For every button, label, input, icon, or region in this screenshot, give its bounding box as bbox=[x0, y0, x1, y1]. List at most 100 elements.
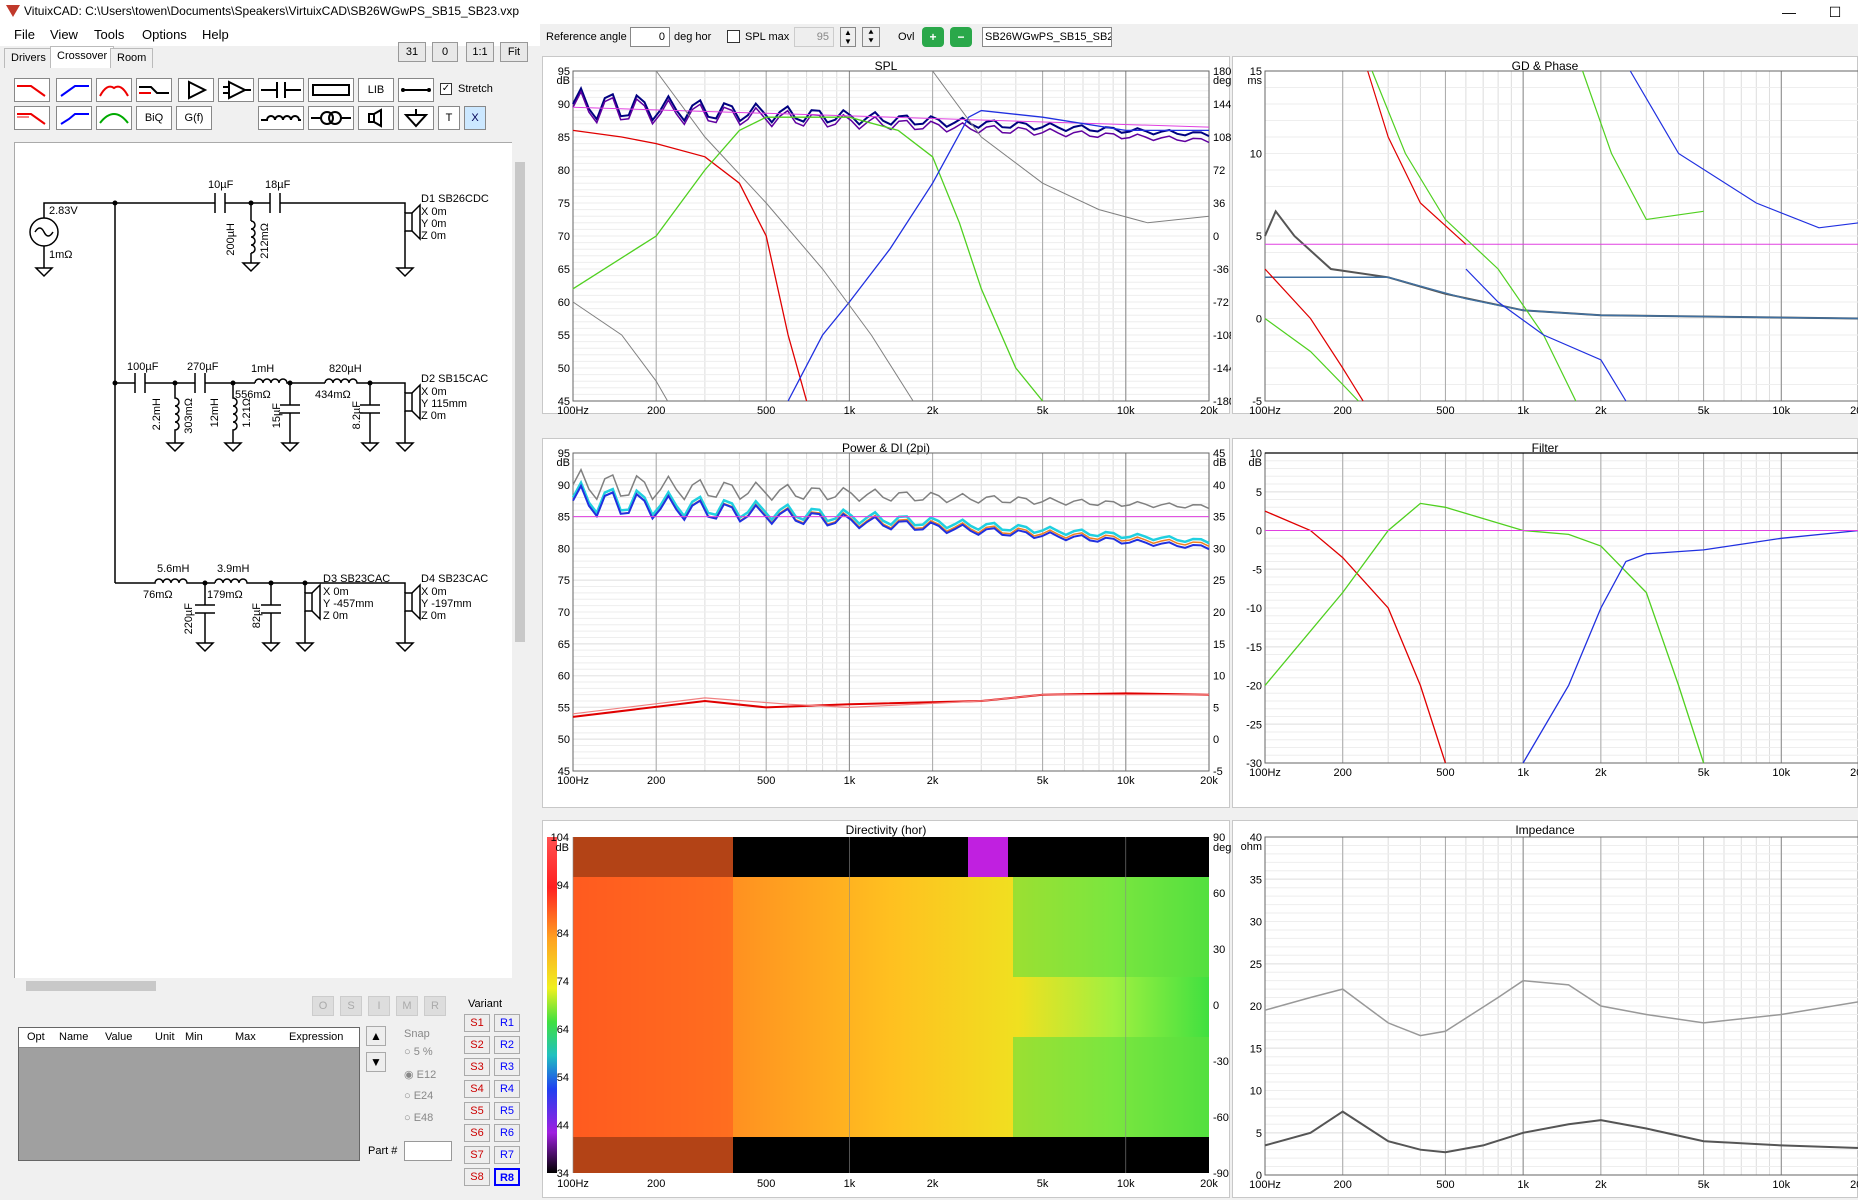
spl-target-line bbox=[572, 106, 1210, 128]
variant-r6-button[interactable]: R6 bbox=[494, 1124, 520, 1142]
driver-tool[interactable] bbox=[358, 106, 394, 130]
spl-max-step[interactable]: ⯅ ⯆ bbox=[862, 27, 880, 47]
col-opt[interactable]: Opt bbox=[27, 1031, 45, 1043]
move-down-button[interactable]: ▼ bbox=[366, 1052, 386, 1072]
buffer-tool[interactable] bbox=[178, 78, 214, 102]
optimizer-i-button[interactable]: I bbox=[368, 996, 390, 1016]
variant-r5-button[interactable]: R5 bbox=[494, 1102, 520, 1120]
variant-r3-button[interactable]: R3 bbox=[494, 1058, 520, 1076]
variant-s8-button[interactable]: S8 bbox=[464, 1168, 490, 1186]
variant-s7-button[interactable]: S7 bbox=[464, 1146, 490, 1164]
add-overlay-button[interactable]: + bbox=[922, 27, 944, 47]
col-name[interactable]: Name bbox=[59, 1031, 89, 1043]
impedance-panel[interactable]: Impedance 40 35 30 25 20 15 10 5 0 100Hz 200 500 1k 2… bbox=[1232, 820, 1858, 1198]
col-value[interactable]: Value bbox=[105, 1031, 133, 1043]
d2-resistance-a: 556mΩ bbox=[235, 389, 271, 401]
spl-max-spinner[interactable]: ▲ ▼ bbox=[840, 27, 856, 47]
variant-r1-button[interactable]: R1 bbox=[494, 1014, 520, 1032]
spl-y2-tick: 0 bbox=[1213, 231, 1219, 243]
maximize-button[interactable]: ☐ bbox=[1828, 4, 1842, 20]
variant-s2-button[interactable]: S2 bbox=[464, 1036, 490, 1054]
stretch-checkbox[interactable]: ✓ bbox=[440, 83, 452, 95]
menu-help[interactable]: Help bbox=[202, 27, 229, 42]
ground-tool[interactable] bbox=[398, 106, 434, 130]
tab-room[interactable]: Room bbox=[110, 48, 154, 68]
col-expression[interactable]: Expression bbox=[289, 1031, 344, 1043]
filt-y-tick: -5 bbox=[1252, 564, 1262, 576]
d2-inductor-b: 820µH bbox=[329, 363, 362, 375]
gd-y-tick: 5 bbox=[1256, 231, 1262, 243]
snap-e12-radio[interactable]: ◉ E12 bbox=[404, 1069, 437, 1081]
overlay-name-field[interactable]: SB26WGwPS_SB15_SB2 bbox=[982, 27, 1112, 47]
optimizer-m-button[interactable]: M bbox=[396, 996, 418, 1016]
gf-button[interactable]: G(f) bbox=[176, 106, 212, 130]
highpass-1-tool[interactable] bbox=[56, 78, 92, 102]
optimizer-o-button[interactable]: O bbox=[312, 996, 334, 1016]
spl-max-checkbox[interactable] bbox=[727, 30, 740, 43]
remove-overlay-button[interactable]: − bbox=[950, 27, 972, 47]
inductor-tool[interactable] bbox=[258, 106, 304, 130]
menu-file[interactable]: File bbox=[14, 27, 35, 42]
col-unit[interactable]: Unit bbox=[155, 1031, 175, 1043]
tab-crossover[interactable]: Crossover bbox=[50, 46, 115, 68]
library-button[interactable]: LIB bbox=[358, 78, 394, 102]
snap-e24-label: E24 bbox=[413, 1090, 434, 1102]
lowpass-1-tool[interactable] bbox=[14, 78, 50, 102]
highpass-2-tool[interactable] bbox=[56, 106, 92, 130]
variant-r4-button[interactable]: R4 bbox=[494, 1080, 520, 1098]
snap-5pct-radio[interactable]: ○ 5 % bbox=[404, 1046, 433, 1058]
variant-r8-button[interactable]: R8 bbox=[494, 1168, 520, 1186]
menu-options[interactable]: Options bbox=[142, 27, 187, 42]
spl-panel[interactable]: SPL 95 90 85 80 75 70 65 60 55 50 45 180 144 108 72 36 0… bbox=[542, 56, 1231, 415]
variant-s3-button[interactable]: S3 bbox=[464, 1058, 490, 1076]
gd-phase-panel[interactable]: GD & Phase 15 10 5 0 -5 100Hz 200 500 1k 2k 5k 10k 2… bbox=[1232, 56, 1858, 415]
col-min[interactable]: Min bbox=[185, 1031, 203, 1043]
col-max[interactable]: Max bbox=[235, 1031, 256, 1043]
dir-y2-tick: 90 bbox=[1213, 832, 1225, 844]
parameter-table[interactable]: Opt Name Value Unit Min Max Expression bbox=[18, 1027, 360, 1161]
allpass-tool[interactable] bbox=[96, 106, 132, 130]
schematic-vertical-scrollbar[interactable] bbox=[512, 142, 528, 980]
pow-x-tick: 5k bbox=[1037, 775, 1049, 787]
grid-31-button[interactable]: 31 bbox=[398, 42, 426, 62]
delete-tool[interactable]: X bbox=[464, 106, 486, 130]
power-di-panel[interactable]: Power & DI (2pi) 95 90 85 80 75 70 65 60 55 50 45 4… bbox=[542, 438, 1230, 808]
directivity-panel[interactable]: Directivity (hor) 104 94 84 74 64 54 44 34 90 60 3… bbox=[542, 820, 1231, 1198]
opamp-tool[interactable] bbox=[218, 78, 254, 102]
menu-tools[interactable]: Tools bbox=[94, 27, 125, 42]
notch-tool[interactable] bbox=[136, 78, 172, 102]
directivity-color-bar bbox=[547, 837, 557, 1173]
optimizer-s-button[interactable]: S bbox=[340, 996, 362, 1016]
snap-e24-radio[interactable]: ○ E24 bbox=[404, 1090, 434, 1102]
zero-button[interactable]: 0 bbox=[432, 42, 458, 62]
bandpass-1-tool[interactable] bbox=[96, 78, 132, 102]
variant-s5-button[interactable]: S5 bbox=[464, 1102, 490, 1120]
optimizer-r-button[interactable]: R bbox=[424, 996, 446, 1016]
minimize-button[interactable]: — bbox=[1782, 4, 1796, 20]
variant-s6-button[interactable]: S6 bbox=[464, 1124, 490, 1142]
wire-tool[interactable] bbox=[398, 78, 434, 102]
tab-drivers[interactable]: Drivers bbox=[4, 48, 53, 68]
variant-s1-button[interactable]: S1 bbox=[464, 1014, 490, 1032]
reference-angle-input[interactable]: 0 bbox=[630, 27, 670, 47]
variant-r2-button[interactable]: R2 bbox=[494, 1036, 520, 1054]
fit-button[interactable]: Fit bbox=[500, 42, 528, 62]
biquad-button[interactable]: BiQ bbox=[136, 106, 172, 130]
transformer-tool[interactable] bbox=[308, 106, 354, 130]
lowpass-2-tool[interactable] bbox=[14, 106, 50, 130]
variant-s4-button[interactable]: S4 bbox=[464, 1080, 490, 1098]
menu-view[interactable]: View bbox=[50, 27, 78, 42]
scale-1-1-button[interactable]: 1:1 bbox=[466, 42, 494, 62]
variant-r7-button[interactable]: R7 bbox=[494, 1146, 520, 1164]
capacitor-tool[interactable] bbox=[258, 78, 304, 102]
schematic-horizontal-scrollbar[interactable] bbox=[14, 978, 514, 994]
schematic-canvas[interactable]: 2.83V 1mΩ 10µF 18µF 200µH 212mΩ D1 SB26C… bbox=[14, 142, 514, 980]
move-up-button[interactable]: ▲ bbox=[366, 1026, 386, 1046]
pow-y2-tick: 45 bbox=[1213, 448, 1225, 460]
resistor-tool[interactable] bbox=[308, 78, 354, 102]
text-tool[interactable]: T bbox=[438, 106, 460, 130]
snap-e48-radio[interactable]: ○ E48 bbox=[404, 1112, 434, 1124]
part-number-input[interactable] bbox=[404, 1141, 452, 1161]
filter-panel[interactable]: Filter 10 5 0 -5 -10 -15 -20 -25 -30 100Hz 200 500 1… bbox=[1232, 438, 1858, 808]
spl-max-input[interactable]: 95 bbox=[794, 27, 834, 47]
